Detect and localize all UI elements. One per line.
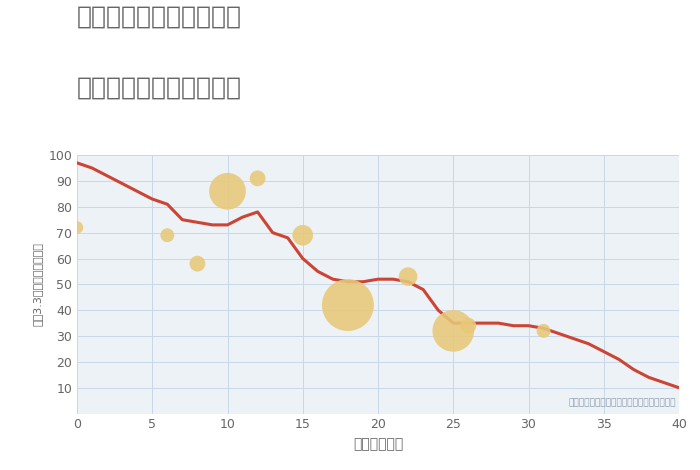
Text: 円の大きさは、取引のあった物件面積を示す: 円の大きさは、取引のあった物件面積を示す [568,398,676,407]
Point [448,327,459,335]
Point [538,327,549,335]
Point [252,174,263,182]
Point [402,273,414,280]
X-axis label: 築年数（年）: 築年数（年） [353,437,403,451]
Text: 築年数別中古戸建て価格: 築年数別中古戸建て価格 [77,75,242,99]
Y-axis label: 坪（3.3㎡）単価（万円）: 坪（3.3㎡）単価（万円） [33,243,43,326]
Point [463,322,474,329]
Point [162,231,173,239]
Point [192,260,203,267]
Point [342,301,354,309]
Point [297,231,308,239]
Text: 大阪府堺市堺区山本町の: 大阪府堺市堺区山本町の [77,5,242,29]
Point [222,188,233,195]
Point [71,224,83,231]
